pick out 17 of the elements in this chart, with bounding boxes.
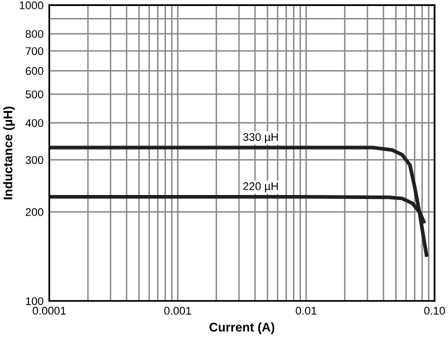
y-tick-label: 100 [26, 297, 44, 306]
series-label: 220 µH [243, 182, 278, 192]
x-tick-label: 0.10 [424, 306, 445, 315]
y-tick-label: 500 [26, 90, 44, 98]
x-tick-label: 0.0001 [32, 306, 66, 315]
y-tick-label: 1000 [20, 1, 44, 10]
y-tick-label: 200 [26, 208, 44, 216]
y-tick-label: 400 [25, 119, 44, 127]
series-label: 330 µH [243, 133, 278, 144]
y-tick-label: 800 [26, 30, 44, 38]
y-tick-label: 700 [26, 47, 44, 56]
x-axis-title: Current (A) [209, 322, 274, 334]
x-tick-label: 0.01 [296, 306, 316, 315]
y-tick-label: 300 [26, 156, 44, 164]
y-tick-label: 600 [26, 67, 44, 75]
y-axis-title: Inductance (µH) [3, 106, 15, 200]
x-tick-label: 0.001 [164, 306, 192, 315]
